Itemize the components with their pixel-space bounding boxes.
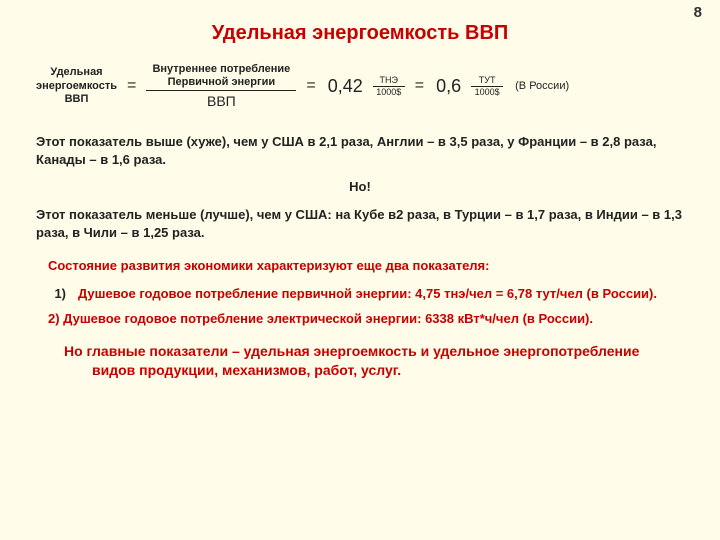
unit1-top: ТНЭ [380,76,398,85]
paragraph-3: Состояние развития экономики характеризу… [48,257,684,275]
final-paragraph: Но главные показатели – удельная энергое… [64,342,684,380]
unit-2: ТУТ 1000$ [471,76,503,97]
formula-row: Удельная энергоемкость ВВП = Внутреннее … [30,63,690,109]
list-item-2: 2) Душевое годовое потребление электриче… [48,310,684,328]
equals-2: = [304,77,317,95]
unit2-bot: 1000$ [475,88,500,97]
list-item-1-number: 1) [36,285,78,303]
equals-1: = [125,77,138,95]
lhs-line3: ВВП [65,93,89,106]
list-item-1: 1) Душевое годовое потребление первичной… [36,285,684,303]
lhs-line2: энергоемкость [36,80,117,93]
fraction: Внутреннее потребление Первичной энергии… [146,63,296,109]
unit2-top: ТУТ [479,76,496,85]
paragraph-1: Этот показатель выше (хуже), чем у США в… [36,133,684,168]
paragraph-2: Этот показатель меньше (лучше), чем у СШ… [36,206,684,241]
but-label: Но! [36,178,684,196]
page-number: 8 [694,4,702,21]
value-2: 0,6 [434,76,463,97]
russia-note: (В России) [511,80,569,92]
fraction-line [146,90,296,91]
equals-3: = [413,77,426,95]
unit1-bot: 1000$ [376,88,401,97]
slide-page: 8 Удельная энергоемкость ВВП Удельная эн… [0,0,720,540]
lhs-label: Удельная энергоемкость ВВП [36,66,117,106]
numerator: Внутреннее потребление Первичной энергии [152,63,290,88]
num-line1: Внутреннее потребление [152,63,290,76]
lhs-line1: Удельная [50,66,102,79]
list-item-1-text: Душевое годовое потребление первичной эн… [78,285,684,303]
value-1: 0,42 [326,76,365,97]
unit-1: ТНЭ 1000$ [373,76,405,97]
num-line2: Первичной энергии [152,76,290,89]
denominator: ВВП [207,93,236,109]
page-title: Удельная энергоемкость ВВП [30,22,690,45]
